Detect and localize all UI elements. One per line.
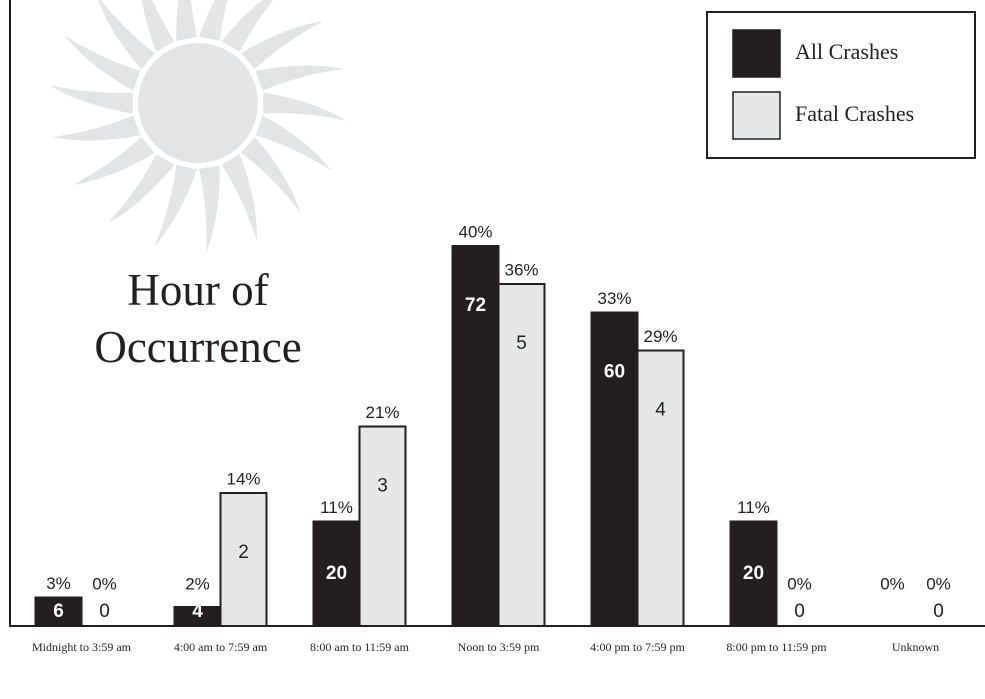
count-label: 5 [516, 333, 527, 354]
percent-label: 11% [320, 498, 353, 517]
sun-disc [138, 43, 258, 163]
count-label: 3 [377, 476, 388, 497]
percent-label: 0% [92, 574, 117, 593]
percent-label: 0% [787, 574, 812, 593]
x-tick-label: 8:00 pm to 11:59 pm [726, 640, 827, 654]
count-label: 4 [655, 400, 666, 421]
x-tick-label: 4:00 am to 7:59 am [174, 640, 268, 654]
x-tick-label: Noon to 3:59 pm [458, 640, 540, 654]
legend-swatch [733, 30, 780, 77]
count-label: 0 [794, 601, 805, 622]
sun-ray [241, 21, 323, 69]
percent-label: 29% [643, 327, 677, 346]
sun-ray [199, 165, 220, 253]
legend-swatch [733, 92, 780, 139]
sun-ray [139, 0, 174, 52]
percent-label: 40% [458, 222, 492, 241]
x-tick-label: Midnight to 3:59 am [32, 640, 132, 654]
sun-ray [256, 65, 345, 90]
x-tick-label: 8:00 am to 11:59 am [310, 640, 410, 654]
count-label: 2 [238, 542, 249, 563]
count-label: 0 [933, 601, 944, 622]
percent-label: 14% [226, 469, 260, 488]
x-tick-label: 4:00 pm to 7:59 pm [590, 640, 685, 654]
percent-label: 36% [504, 260, 538, 279]
sun-ray [263, 93, 347, 122]
bar [638, 351, 684, 627]
count-label: 20 [326, 563, 347, 584]
count-label: 6 [53, 601, 64, 622]
legend-label: Fatal Crashes [795, 101, 914, 126]
count-label: 72 [465, 295, 486, 316]
percent-label: 3% [46, 574, 71, 593]
percent-label: 11% [737, 498, 770, 517]
page: Midnight to 3:59 am 3% 6 0% 0 4:00 am to 7:59… [0, 0, 985, 699]
percent-label: 33% [597, 289, 631, 308]
count-label: 0 [887, 601, 898, 622]
percent-label: 21% [365, 403, 399, 422]
legend-label: All Crashes [795, 39, 898, 64]
count-label: 4 [192, 601, 203, 622]
count-label: 20 [743, 563, 764, 584]
percent-label: 2% [185, 574, 210, 593]
count-label: 60 [604, 362, 625, 383]
sun-ray [72, 137, 154, 185]
count-label: 0 [99, 601, 110, 622]
bar [360, 427, 406, 627]
sun-ray [49, 85, 133, 114]
sun-ray [52, 115, 140, 140]
sun-ray [176, 0, 197, 41]
chart-title: Hour of Occurrence [68, 262, 328, 376]
percent-label: 0% [926, 574, 951, 593]
sun-ray [222, 154, 257, 241]
x-tick-label: Unknown [892, 640, 939, 654]
sun-decoration [49, 0, 347, 253]
bar [592, 313, 638, 627]
percent-label: 0% [880, 574, 905, 593]
